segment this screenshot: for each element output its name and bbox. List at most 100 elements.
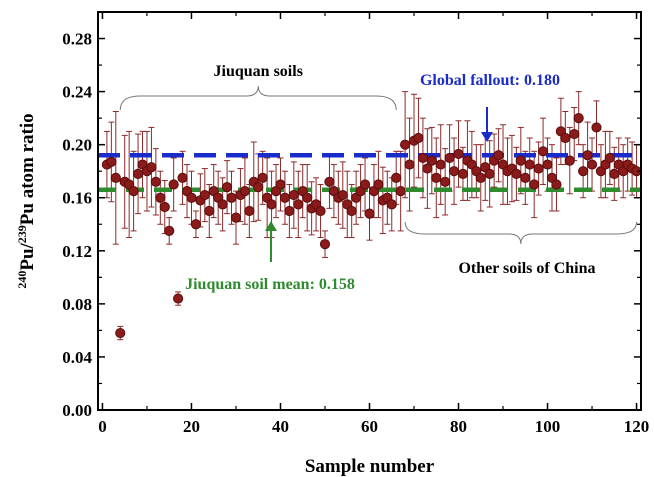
data-point [346,205,357,217]
data-point [364,208,375,219]
data-point [444,152,455,164]
data-point [542,159,553,170]
data-point [359,179,371,190]
y-tick-label: 0.04 [62,348,92,367]
data-point [239,186,250,197]
y-axis-label: 240Pu/239Pu atom ratio [15,113,38,288]
data-point [448,166,460,177]
x-tick-label: 0 [98,417,107,436]
x-tick-label: 40 [272,417,289,436]
data-point [395,186,406,197]
x-axis-label: Sample number [305,456,435,477]
data-point [115,327,126,339]
data-point [586,159,598,170]
y-tick-label: 0.08 [62,295,92,314]
tick-layer: 0 20 40 60 80 100 120 0.00 0.04 0.08 0.12 0.16 0.20 0… [62,12,649,436]
data-point [293,199,304,210]
data-point [204,205,215,217]
data-point [257,172,268,183]
data-point [159,201,170,213]
data-point [520,172,531,183]
x-tick-label: 100 [535,417,561,436]
other-soils-brace [404,221,638,245]
data-point [226,192,237,203]
data-point [537,146,549,157]
data-point [319,239,331,250]
data-point [560,132,571,144]
y-tick-label: 0.28 [62,30,92,49]
data-point [199,189,210,201]
annotation-layer: Jiuquan soils Other soils of China Global … [119,63,638,293]
data-point [168,179,179,190]
data-point [128,186,139,197]
data-point [266,199,277,210]
data-point [578,166,589,177]
data-point [426,155,437,166]
global-fallout-arrowhead [481,132,493,142]
data-point [253,182,264,193]
data-point [604,152,615,164]
x-tick-label: 60 [361,417,378,436]
y-tick-label: 0.12 [62,242,92,261]
data-point [453,148,464,160]
data-point-layer [101,113,642,339]
data-point [164,225,175,236]
data-point [186,192,197,203]
data-point [609,168,620,179]
data-point [155,192,166,203]
y-label-sup1: 240 [15,271,29,289]
data-point [569,128,580,140]
data-point [413,132,424,144]
data-point [146,162,157,173]
data-point [132,168,144,179]
data-point [404,159,415,170]
data-point [582,150,593,161]
jiuquan-mean-arrowhead [265,221,277,231]
jiuquan-soils-label: Jiuquan soils [214,63,303,80]
data-point [493,150,504,161]
global-fallout-label: Global fallout: 0.180 [420,72,560,89]
y-label-sup2: 239 [15,225,29,243]
data-point [422,163,433,174]
y-label-part2: Pu atom ratio [17,113,38,225]
data-point [284,205,295,217]
data-point [173,293,184,304]
data-point [400,139,411,150]
y-tick-label: 0.16 [62,189,92,208]
y-tick-label: 0.20 [62,136,92,155]
y-label-part1: Pu/ [17,242,38,270]
data-point [217,199,228,210]
data-point [110,172,121,183]
data-point [315,205,326,217]
x-tick-label: 20 [183,417,200,436]
data-point [417,152,429,164]
data-point [440,176,451,187]
data-point [150,176,161,187]
x-tick-label: 80 [450,417,467,436]
other-soils-label: Other soils of China [458,260,595,277]
data-point [435,159,446,170]
data-point [551,179,562,190]
data-point [533,163,544,174]
data-point [431,172,442,183]
data-point [515,155,526,166]
data-point [373,179,384,190]
data-point [484,168,495,179]
data-point [564,155,575,166]
data-point [529,179,540,190]
data-point [279,192,291,203]
data-point [221,182,233,193]
data-point [230,212,242,223]
data-point [190,219,202,230]
data-point [391,172,402,183]
jiuquan-brace [119,85,397,111]
data-point [337,189,348,201]
data-point [475,172,486,183]
data-point [511,168,522,179]
jiuquan-mean-label: Jiuquan soil mean: 0.158 [185,276,355,293]
data-point [324,176,335,187]
data-point [288,189,299,201]
data-point [386,199,397,210]
y-tick-label: 0.24 [62,83,92,102]
